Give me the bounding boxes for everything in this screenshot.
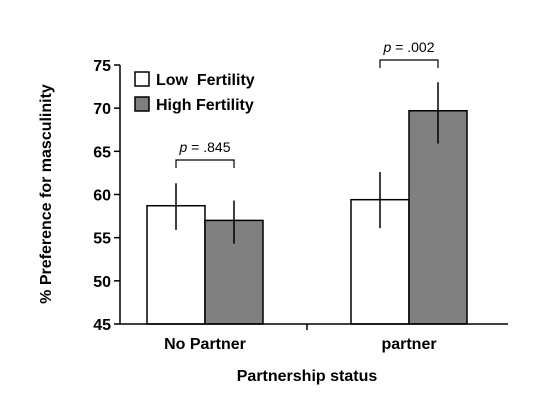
legend-label: High Fertility <box>156 97 254 114</box>
p-value-label: p = .002 <box>383 39 435 55</box>
y-tick-label: 75 <box>93 58 111 75</box>
legend-label: Low Fertility <box>156 72 255 89</box>
error-bars-layer <box>175 82 439 244</box>
annotations-layer: p = .845 p = .002 <box>175 39 439 168</box>
significance-bracket <box>175 159 235 168</box>
axes-layer <box>114 64 508 330</box>
significance-bracket <box>379 59 439 68</box>
y-tick-label: 70 <box>93 101 111 118</box>
labels-layer: 45 50 55 60 65 70 75 No Partner partnerPartnersh… <box>38 58 437 385</box>
p-value-label: p = .845 <box>179 139 231 155</box>
y-tick-label: 50 <box>93 274 111 291</box>
y-tick-label: 60 <box>93 188 111 205</box>
legend: Low Fertility High Fertility <box>134 71 255 114</box>
legend-swatch <box>134 96 150 112</box>
y-tick-label: 45 <box>93 317 111 334</box>
bar-high-1 <box>408 110 468 325</box>
y-tick-label: 65 <box>93 144 111 161</box>
x-tick-label: No Partner <box>164 336 246 353</box>
y-axis-title: % Preference for masculinity <box>38 84 55 304</box>
x-tick-label: partner <box>381 336 436 353</box>
y-tick-label: 55 <box>93 231 111 248</box>
legend-swatch <box>134 71 150 87</box>
x-axis-title: Partnership status <box>237 368 378 385</box>
